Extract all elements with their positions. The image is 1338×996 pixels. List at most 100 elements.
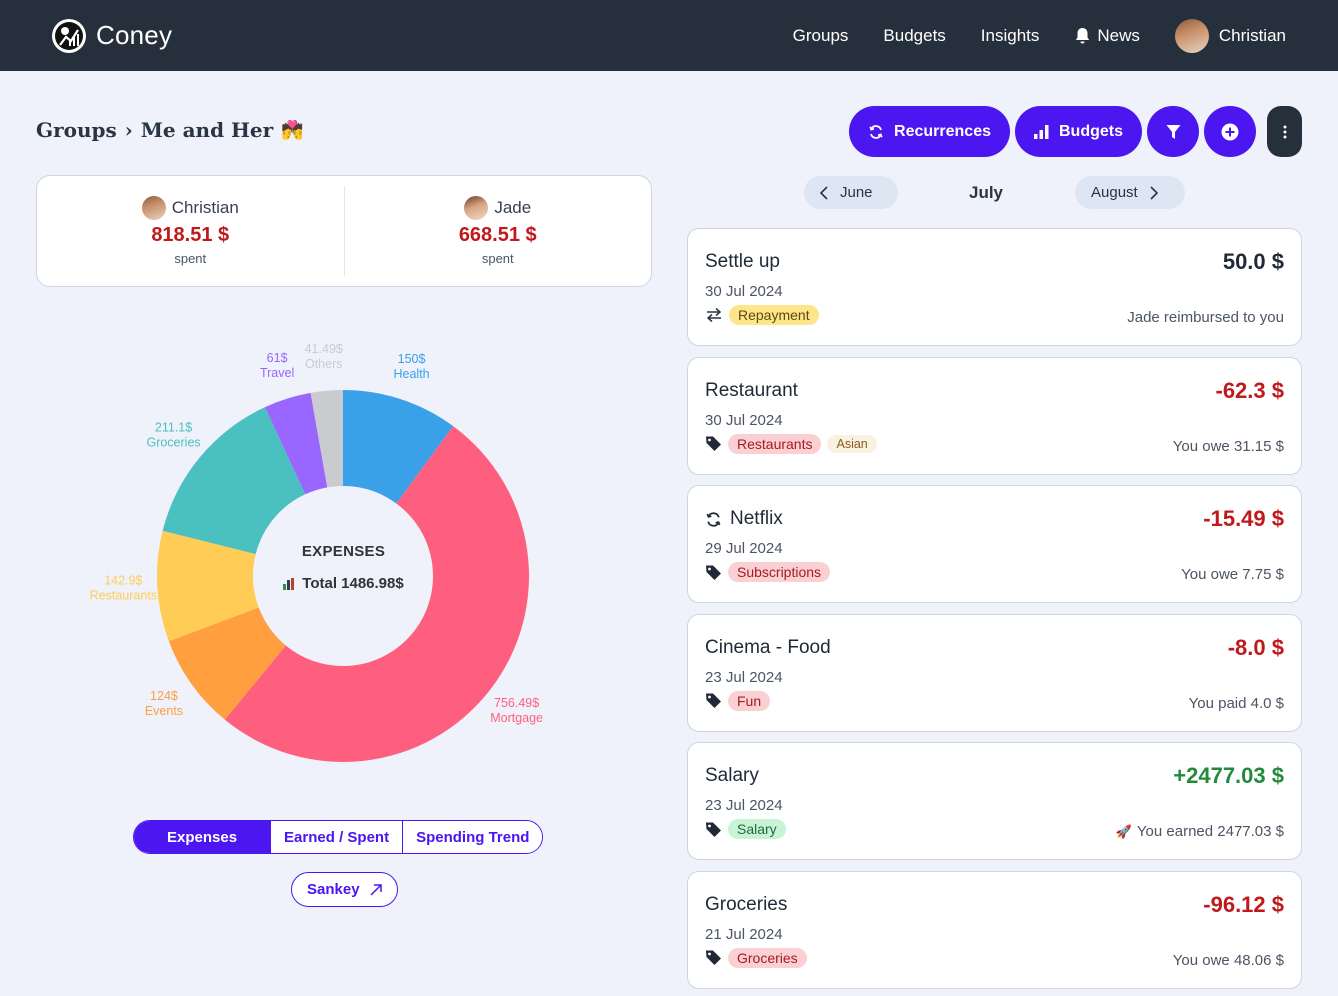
transaction-note-text: You earned 2477.03 $ (1136, 823, 1284, 841)
tag-icon (706, 693, 721, 709)
transaction-card[interactable]: Cinema - Food 23 Jul 2024 Fun -8.0 $ You… (687, 613, 1302, 732)
slice-label-health: 150$ Health (393, 352, 429, 381)
member-spent-label: spent (481, 251, 514, 266)
transaction-title: Salary (705, 765, 759, 787)
chevron-right-icon (1150, 185, 1158, 200)
transaction-tags: Fun (705, 690, 771, 711)
member-name: Jade (494, 198, 532, 217)
member-header: Jade (464, 196, 531, 220)
more-options-button[interactable] (1267, 106, 1302, 157)
transaction-amount: -62.3 $ (1215, 377, 1285, 403)
bar-chart-icon (1034, 124, 1049, 139)
nav-budgets-label: Budgets (883, 25, 946, 45)
recurring-icon (706, 512, 721, 527)
user-name: Christian (1218, 25, 1286, 45)
budgets-button[interactable]: Budgets (1015, 106, 1142, 157)
nav-groups[interactable]: Groups (793, 26, 849, 46)
transaction-amount: 50.0 $ (1222, 249, 1284, 274)
expenses-chart: 150$ Health 756.49$ Mortgage 124$ Events 142.9… (36, 320, 652, 800)
transaction-date: 23 Jul 2024 (705, 668, 783, 686)
breadcrumb-root[interactable]: Groups (36, 118, 117, 142)
category-tag[interactable]: Restaurants (728, 433, 822, 454)
transaction-note: You owe 31.15 $ (1173, 438, 1284, 455)
sankey-button[interactable]: Sankey (291, 872, 398, 907)
transaction-title: Cinema - Food (705, 637, 831, 659)
tab-expenses[interactable]: Expenses (134, 821, 271, 853)
tab-earned-spent[interactable]: Earned / Spent (270, 821, 403, 853)
transaction-card[interactable]: Groceries 21 Jul 2024 Groceries -96.12 $… (687, 870, 1302, 989)
transaction-note-text: You owe 7.75 $ (1181, 566, 1284, 584)
chart-title: EXPENSES (301, 543, 386, 560)
user-avatar (1174, 18, 1209, 53)
slice-label-restaurants: 142.9$ Restaurants (90, 573, 157, 602)
transaction-title: Netflix (705, 508, 783, 530)
transaction-card[interactable]: Netflix 29 Jul 2024 Subscriptions -15.49… (687, 485, 1302, 604)
prev-month-label: June (840, 184, 873, 201)
slice-others[interactable] (310, 390, 343, 488)
tag-icon (706, 565, 721, 580)
category-tag[interactable]: Fun (728, 690, 771, 711)
chart-center-label: EXPENSES Total 1486.98$ (256, 543, 431, 592)
app-name: Coney (96, 20, 173, 50)
transaction-note-text: Jade reimbursed to you (1127, 309, 1284, 326)
transaction-tags: Salary (705, 819, 786, 840)
slice-mortgage[interactable] (224, 426, 529, 762)
chart-view-tabs: Expenses Earned / Spent Spending Trend (133, 820, 544, 854)
more-vertical-icon (1283, 125, 1286, 138)
filter-icon (1166, 124, 1180, 139)
member-spending-card: Christian 818.51 $ spent Jade 668.51 $ s… (36, 175, 652, 287)
transaction-note-text: You owe 31.15 $ (1172, 437, 1284, 455)
next-month-label: August (1091, 184, 1138, 201)
budgets-label: Budgets (1059, 122, 1123, 140)
transaction-title-text: Cinema - Food (705, 636, 831, 658)
nav-budgets[interactable]: Budgets (883, 26, 945, 46)
tab-spending-trend[interactable]: Spending Trend (402, 821, 543, 853)
plus-circle-icon (1221, 123, 1239, 140)
transaction-card[interactable]: Restaurant 30 Jul 2024 Restaurants Asian… (687, 356, 1302, 475)
expenses-donut-chart: 150$ Health 756.49$ Mortgage 124$ Events 142.9… (90, 342, 543, 762)
breadcrumb-separator: › (124, 118, 133, 142)
category-tag[interactable]: Subscriptions (728, 562, 831, 583)
slice-events[interactable] (168, 607, 286, 720)
slice-health[interactable] (343, 390, 454, 504)
category-tag[interactable]: Salary (728, 819, 786, 840)
nav-insights[interactable]: Insights (981, 26, 1040, 46)
breadcrumb: Groups › Me and Her 💏 (36, 118, 304, 142)
tag-icon (706, 822, 721, 837)
breadcrumb-current: Me and Her (140, 118, 274, 142)
recurrences-button[interactable]: Recurrences (849, 106, 1010, 157)
transaction-tags: Subscriptions (705, 562, 831, 583)
transaction-card[interactable]: Settle up 30 Jul 2024 Repayment 50.0 $ J… (687, 228, 1302, 346)
slice-label-groceries: 211.1$ Groceries (146, 421, 200, 450)
tag-icon (706, 436, 721, 452)
member-avatar (464, 196, 489, 220)
brand[interactable]: Coney (52, 18, 173, 53)
transaction-date: 30 Jul 2024 (705, 411, 783, 429)
transaction-amount: -15.49 $ (1203, 506, 1284, 532)
chevron-left-icon (820, 185, 828, 200)
filter-button[interactable] (1147, 106, 1199, 157)
slice-groceries[interactable] (162, 407, 306, 555)
slice-restaurants[interactable] (157, 530, 259, 642)
transaction-card[interactable]: Salary 23 Jul 2024 Salary +2477.03 $ 🚀 Y… (687, 742, 1302, 861)
nav-news[interactable]: News (1074, 26, 1140, 46)
current-month: July (969, 183, 1004, 202)
transaction-note: You paid 4.0 $ (1189, 695, 1284, 712)
prev-month-button[interactable]: June (804, 176, 898, 209)
transaction-title-text: Netflix (730, 508, 783, 530)
transaction-note: 🚀 You earned 2477.03 $ (1116, 823, 1284, 840)
category-tag[interactable]: Groceries (728, 947, 807, 968)
sankey-label: Sankey (307, 881, 360, 898)
bell-icon (1076, 27, 1090, 43)
slice-travel[interactable] (264, 392, 328, 495)
transaction-amount: +2477.03 $ (1173, 763, 1284, 789)
slice-label-events: 124$ Events (145, 689, 183, 718)
transaction-note-text: You owe 48.06 $ (1172, 951, 1284, 969)
subcategory-tag[interactable]: Asian (827, 434, 877, 453)
user-menu[interactable]: Christian (1174, 18, 1286, 53)
category-tag[interactable]: Repayment (729, 305, 819, 325)
transaction-amount: -8.0 $ (1227, 634, 1284, 660)
add-transaction-button[interactable] (1204, 106, 1256, 157)
next-month-button[interactable]: August (1075, 176, 1185, 209)
transaction-note: You owe 48.06 $ (1173, 952, 1284, 969)
